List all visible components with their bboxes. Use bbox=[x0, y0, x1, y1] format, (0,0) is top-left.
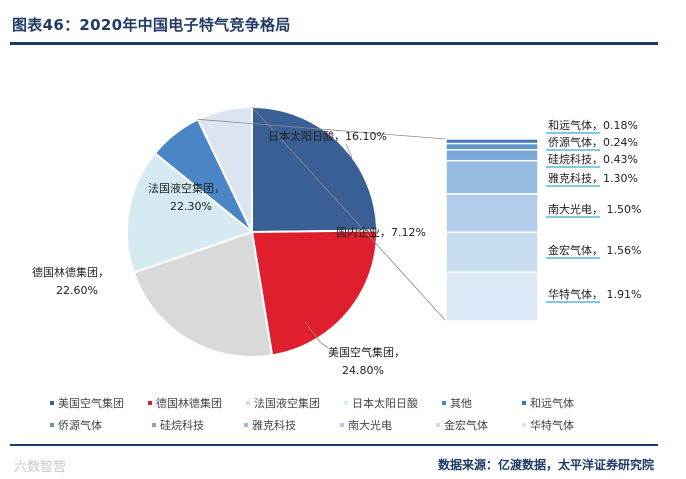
pie-label-3: 日本太阳日酸，16.10% bbox=[268, 129, 387, 143]
bar-label-4: 南大光电， 1.50% bbox=[548, 202, 641, 216]
pie-slice-2 bbox=[132, 230, 274, 358]
legend-swatch-row2-4 bbox=[436, 423, 440, 427]
pie-label-1-line1: 德国林德集团， bbox=[32, 265, 109, 279]
source-note: 数据来源：亿渡数据，太平洋证券研究院 bbox=[437, 458, 654, 472]
bar-label-1: 侨源气体，0.24% bbox=[548, 135, 638, 149]
stacked-bar-chart bbox=[445, 138, 539, 322]
legend-label-row2-2: 雅克科技 bbox=[252, 418, 296, 432]
legend-swatch-row1-5 bbox=[522, 401, 526, 405]
legend-label-row1-5: 和远气体 bbox=[530, 396, 574, 410]
title-divider bbox=[10, 42, 658, 45]
legend-swatch-row1-2 bbox=[246, 401, 250, 405]
legend-label-row1-0: 美国空气集团 bbox=[58, 396, 124, 410]
pie-chart bbox=[126, 105, 379, 358]
bar-segment-6 bbox=[445, 271, 539, 322]
bar-label-2: 硅烷科技，0.43% bbox=[548, 152, 638, 166]
pie-label-1-line2: 22.60% bbox=[56, 284, 98, 297]
bar-label-3: 雅克科技，1.30% bbox=[548, 171, 638, 185]
pie-label-2-line1: 法国液空集团， bbox=[148, 181, 225, 195]
pie-label-0-line1: 美国空气集团， bbox=[328, 345, 405, 359]
legend-swatch-row1-3 bbox=[344, 401, 348, 405]
data-labels: 和远气体，0.18% 侨源气体，0.24% 硅烷科技，0.43% 雅克科技，1.30%… bbox=[32, 118, 641, 377]
pie-slice-0 bbox=[251, 105, 379, 234]
leader-lines bbox=[197, 106, 447, 349]
legend-label-row2-1: 硅烷科技 bbox=[160, 418, 204, 432]
pie-slice-3 bbox=[126, 151, 255, 274]
legend-label-row1-4: 其他 bbox=[450, 397, 472, 410]
legend-label-row2-3: 南大光电 bbox=[348, 418, 392, 432]
legend-label-row1-2: 法国液空集团 bbox=[254, 396, 320, 410]
bar-segment-5 bbox=[445, 231, 539, 273]
legend-label-row2-0: 侨源气体 bbox=[58, 418, 102, 432]
bar-segment-2 bbox=[445, 148, 539, 162]
connector-line-bottom bbox=[251, 106, 447, 322]
bar-segment-3 bbox=[445, 159, 539, 195]
connector-line-top bbox=[197, 118, 447, 140]
bar-label-6: 华特气体， 1.91% bbox=[548, 287, 641, 301]
legend-swatch-row2-2 bbox=[244, 423, 248, 427]
pie-label-0-line2: 24.80% bbox=[342, 364, 384, 377]
legend-swatch-row2-1 bbox=[152, 423, 156, 427]
chart-title: 图表46：2020年中国电子特气竞争格局 bbox=[12, 16, 291, 34]
pie-label-5: 国内企业，7.12% bbox=[336, 225, 426, 239]
legend-label-row1-1: 德国林德集团 bbox=[156, 396, 222, 410]
leader-line-3 bbox=[345, 143, 353, 159]
legend-label-row2-4: 金宏气体 bbox=[444, 418, 488, 432]
bar-label-5: 金宏气体， 1.56% bbox=[548, 243, 641, 257]
chart-area: 和远气体，0.18% 侨源气体，0.24% 硅烷科技，0.43% 雅克科技，1.30%… bbox=[32, 105, 641, 432]
bar-segment-1 bbox=[445, 142, 539, 151]
legend-swatch-row1-1 bbox=[148, 401, 152, 405]
pie-slice-1 bbox=[250, 229, 378, 357]
legend-swatch-row2-0 bbox=[50, 423, 54, 427]
legend-swatch-row2-3 bbox=[340, 423, 344, 427]
leader-line-0 bbox=[304, 321, 329, 349]
legend-swatch-row1-4 bbox=[442, 401, 446, 405]
watermark: 六数智营 bbox=[14, 460, 67, 475]
legend-swatch-row1-0 bbox=[50, 401, 54, 405]
legend-label-row2-5: 华特气体 bbox=[530, 418, 574, 432]
pie-label-2-line2: 22.30% bbox=[170, 200, 212, 213]
legend-swatch-row2-5 bbox=[522, 423, 526, 427]
footer-divider bbox=[10, 444, 658, 446]
bar-segment-4 bbox=[445, 193, 539, 234]
legend-label-row1-3: 日本太阳日酸 bbox=[352, 396, 418, 410]
bar-label-0: 和远气体，0.18% bbox=[548, 118, 638, 132]
